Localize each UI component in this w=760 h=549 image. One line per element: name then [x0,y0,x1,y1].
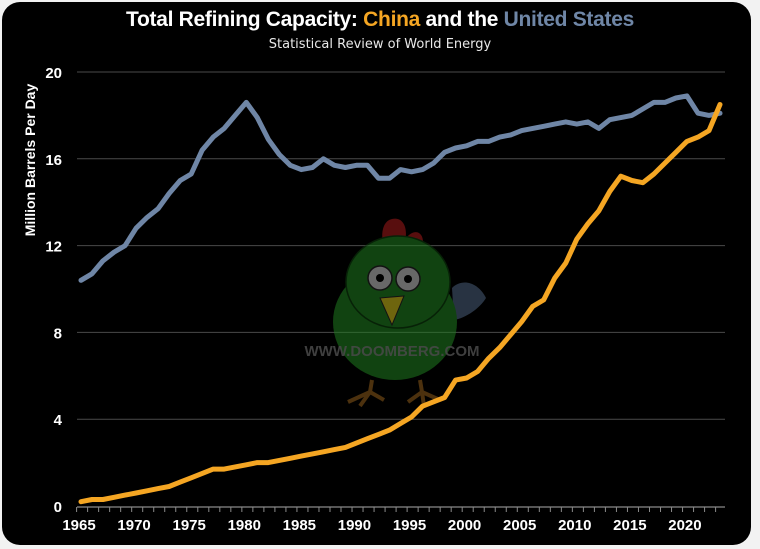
x-tick-label: 2020 [668,517,701,534]
title-part-3: and the [420,8,504,31]
chart-subtitle: Statistical Review of World Energy [268,37,492,52]
x-tick-label: 1995 [393,517,426,534]
x-tick-label: 1985 [283,517,316,534]
x-axis-labels: 1965 1970 1975 1980 1985 1990 1995 2000 2005 2010… [62,517,701,534]
y-axis-title: Million Barrels Per Day [22,84,38,237]
x-tick-label: 1965 [62,517,95,534]
left-pupil [376,274,384,282]
left-foot-icon [347,379,385,408]
title-china: China [363,8,421,31]
x-tick-label: 2005 [503,517,536,534]
x-tick-label: 2000 [448,517,481,534]
x-tick-label: 1975 [172,517,205,534]
y-tick-label: 16 [45,152,62,169]
y-tick-label: 4 [54,412,63,429]
series-line-united-states [78,93,723,283]
y-tick-label: 8 [54,325,62,342]
series-line-china [78,102,723,505]
wing-icon [452,282,486,320]
right-pupil [404,275,412,283]
x-tick-label: 2015 [613,517,646,534]
y-tick-label: 20 [45,65,62,82]
watermark-text: WWW.DOOMBERG.COM [305,343,480,360]
x-tick-label: 1990 [338,517,371,534]
chart-title: Total Refining Capacity: China and the U… [0,8,760,32]
beak-icon [379,295,405,327]
x-tick-label: 2010 [558,517,591,534]
y-tick-label: 0 [54,499,62,516]
series-lines [78,93,723,505]
x-tick-label: 1970 [117,517,150,534]
x-tick-label: 1980 [228,517,261,534]
right-foot-icon [406,379,441,407]
y-axis-labels: 0 4 8 12 16 20 [45,65,62,516]
title-united-states: United States [503,8,635,31]
title-part-1: Total Refining Capacity: [126,8,364,31]
x-axis [76,506,725,512]
doomberg-chicken-mascot-watermark [333,218,486,408]
y-tick-label: 12 [45,239,62,256]
